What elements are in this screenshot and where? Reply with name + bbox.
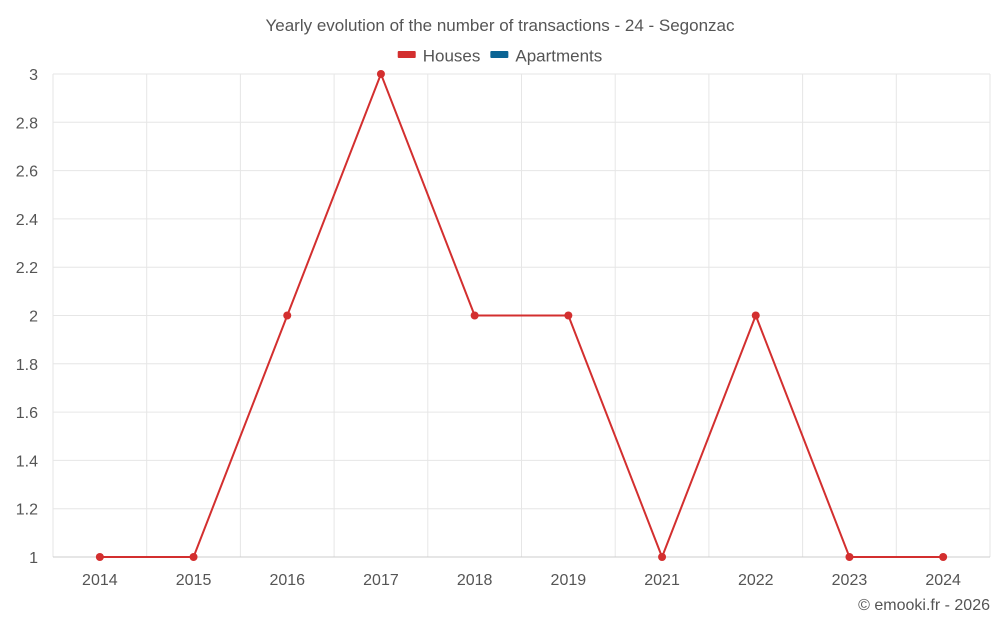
chart-title: Yearly evolution of the number of transa… (265, 16, 735, 35)
y-tick-label: 3 (29, 67, 38, 84)
y-tick-label: 2 (29, 309, 38, 326)
x-tick-label: 2015 (176, 572, 212, 589)
x-tick-label: 2024 (925, 572, 961, 589)
data-point[interactable] (283, 311, 292, 320)
axes: 1 1.2 1.4 1.6 1.8 2 2.2 2.4 2.6 2.8 3 2014 2015 2016 2… (16, 67, 990, 589)
data-point[interactable] (751, 311, 760, 320)
x-tick-label: 2019 (551, 572, 587, 589)
x-tick-label: 2022 (738, 572, 774, 589)
y-tick-label: 2.6 (16, 164, 38, 181)
legend: Houses Apartments (397, 46, 602, 65)
legend-item-apartments[interactable]: Apartments (490, 46, 602, 65)
legend-label: Houses (423, 46, 481, 65)
x-tick-label: 2016 (269, 572, 305, 589)
y-tick-label: 1.6 (16, 405, 38, 422)
y-tick-label: 1 (29, 550, 38, 567)
x-tick-label: 2014 (82, 572, 118, 589)
legend-item-houses[interactable]: Houses (397, 46, 481, 65)
x-tick-label: 2018 (457, 572, 493, 589)
y-tick-label: 2.8 (16, 115, 38, 132)
data-point[interactable] (189, 553, 198, 561)
series-line (99, 73, 944, 558)
legend-label: Apartments (515, 46, 602, 65)
data-point[interactable] (95, 553, 104, 561)
x-tick-label: 2023 (832, 572, 868, 589)
y-tick-label: 2.4 (16, 212, 38, 229)
data-point[interactable] (564, 311, 573, 320)
y-tick-label: 1.8 (16, 357, 38, 374)
data-point[interactable] (658, 553, 667, 561)
y-tick-label: 1.4 (16, 453, 38, 470)
legend-swatch (397, 51, 416, 58)
data-point[interactable] (939, 553, 948, 561)
legend-swatch (490, 51, 509, 58)
y-tick-label: 2.2 (16, 260, 38, 277)
credit-text: © emooki.fr - 2026 (858, 597, 990, 614)
data-point[interactable] (470, 311, 479, 320)
x-tick-label: 2021 (644, 572, 680, 589)
data-point[interactable] (376, 70, 385, 78)
data-point[interactable] (845, 553, 854, 561)
series-layer (95, 70, 948, 561)
y-tick-label: 1.2 (16, 502, 38, 519)
x-tick-label: 2017 (363, 572, 399, 589)
series-houses (95, 70, 948, 561)
